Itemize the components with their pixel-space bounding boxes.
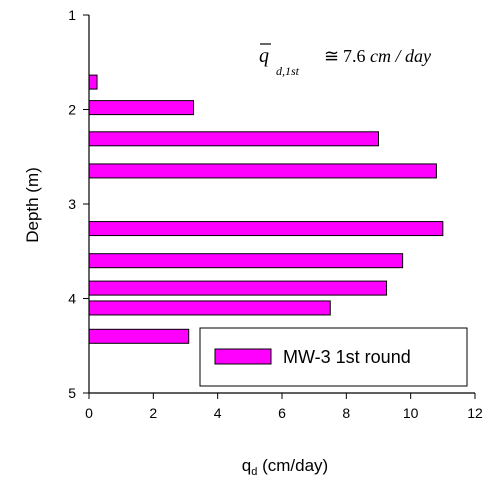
y-tick-label-1: 1 [68, 7, 76, 23]
y-tick-label-3: 3 [68, 196, 76, 212]
x-tick-label-6: 6 [278, 405, 286, 421]
y-tick-label-2: 2 [68, 102, 76, 118]
legend-label: MW-3 1st round [283, 347, 411, 367]
legend: MW-3 1st round [199, 327, 468, 387]
annotation-subscript: d,1st [276, 64, 300, 78]
y-tick-label-4: 4 [68, 291, 76, 307]
annotation-symbol: q [259, 45, 269, 67]
x-tick-label-2: 2 [149, 405, 157, 421]
bar-7 [88, 280, 388, 296]
x-axis-title-main: q [242, 456, 251, 475]
legend-swatch [214, 348, 272, 365]
y-tick-label-5: 5 [68, 385, 76, 401]
annotation-value: 7.6 [343, 46, 366, 66]
annotation-relation: ≅ [324, 46, 339, 66]
x-tick-label-0: 0 [85, 405, 93, 421]
x-axis-title-rest: (cm/day) [257, 456, 328, 475]
mean-annotation: q d,1st ≅ 7.6 cm / day [259, 43, 431, 78]
y-axis-title: Depth (m) [23, 167, 42, 243]
bar-8 [88, 300, 331, 316]
bar-1 [88, 74, 98, 90]
bar-6 [88, 253, 404, 269]
x-axis-title-sub: d [251, 466, 257, 478]
bar-4 [88, 163, 437, 179]
bar-2 [88, 100, 195, 116]
x-axis-title: qd (cm/day) [242, 456, 328, 478]
x-tick-label-10: 10 [403, 405, 419, 421]
x-tick-label-8: 8 [342, 405, 350, 421]
bar-3 [88, 131, 379, 147]
x-tick-label-4: 4 [214, 405, 222, 421]
bars-group [88, 74, 444, 344]
annotation-unit: cm / day [370, 46, 431, 66]
x-tick-label-12: 12 [467, 405, 483, 421]
bar-5 [88, 221, 444, 237]
bar-9 [88, 328, 190, 344]
